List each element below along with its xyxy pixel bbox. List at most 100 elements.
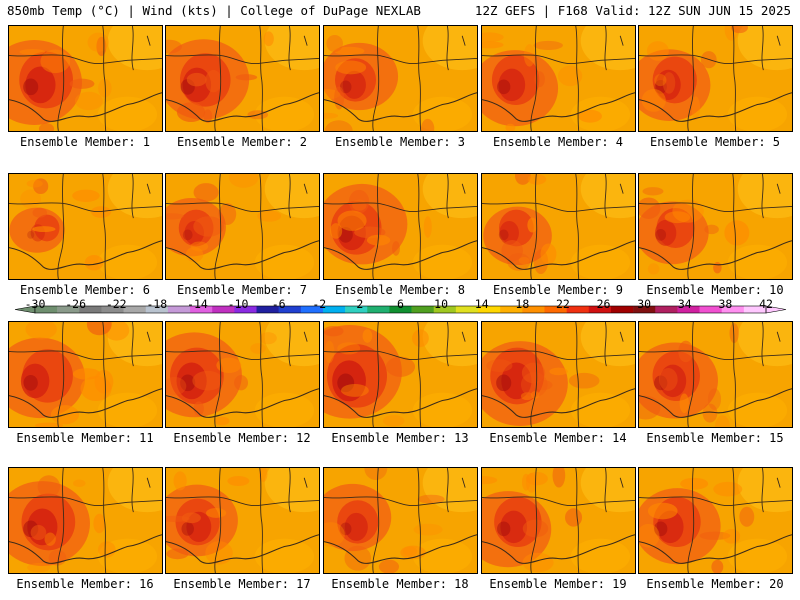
map-boundary [324,350,477,361]
map-boundary [9,92,162,122]
colorbar-swatch [345,306,368,313]
map-boundary [482,534,635,564]
ensemble-map-panel [323,25,478,132]
map-boundary [761,468,764,513]
map-boundary [131,26,134,71]
temperature-colorbar [14,305,787,314]
map-boundary [446,26,449,71]
colorbar-swatch [455,306,479,313]
ensemble-map-panel [165,25,320,132]
map-boundary [324,388,477,418]
ensemble-map-panel [323,467,478,574]
colorbar-swatch [167,306,191,313]
colorbar-tick-label: 18 [515,297,530,311]
member-label: Ensemble Member: 9 [492,283,624,297]
member-label: Ensemble Member: 7 [176,283,308,297]
map-boundary [288,26,291,71]
ensemble-map-panel [8,173,163,280]
map-boundary [619,183,624,194]
ensemble-map-panel [323,173,478,280]
map-boundary [9,240,162,270]
map-boundary [776,35,781,46]
map-boundary [9,350,162,361]
colorbar-swatch [478,306,501,313]
map-boundary [324,496,477,507]
colorbar-tick-label: 14 [474,297,489,311]
map-boundary [9,388,162,418]
map-boundary [303,35,308,46]
map-boundary [166,496,319,507]
map-boundary [639,388,792,418]
colorbar-swatch [101,306,124,313]
map-boundary [146,35,151,46]
ensemble-map-panel [481,467,636,574]
ensemble-map-panel [8,467,163,574]
colorbar-tick-label: -10 [227,297,249,311]
member-label: Ensemble Member: 14 [489,431,627,445]
map-boundary [288,468,291,513]
member-label: Ensemble Member: 8 [334,283,466,297]
ensemble-map-panel [165,173,320,280]
map-boundary [639,54,792,65]
colorbar-swatch [566,306,590,313]
member-label: Ensemble Member: 3 [334,135,466,149]
map-boundary [131,468,134,513]
map-boundary [324,54,477,65]
colorbar-swatch [433,306,457,313]
map-boundary [303,183,308,194]
map-boundary [619,35,624,46]
colorbar-tick-label: 10 [434,297,449,311]
run-valid-time: 12Z GEFS | F168 Valid: 12Z SUN JUN 15 20… [474,3,791,18]
map-boundary [461,331,466,342]
member-label: Ensemble Member: 5 [649,135,781,149]
colorbar-tick-label: 6 [397,297,404,311]
map-boundary [9,54,162,65]
map-boundary [131,322,134,367]
map-boundary [461,183,466,194]
colorbar-tick-label: 2 [356,297,364,311]
map-boundary [461,477,466,488]
map-boundary [146,331,151,342]
colorbar-swatch [278,306,302,313]
map-boundary [288,174,291,219]
map-boundary [461,35,466,46]
colorbar-swatch [743,306,767,313]
map-boundary [9,534,162,564]
colorbar-swatch [123,306,147,313]
map-boundary [482,240,635,270]
map-boundary [324,240,477,270]
colorbar-swatch [677,306,700,313]
ensemble-map-panel [165,467,320,574]
map-boundary [639,92,792,122]
colorbar-swatch [699,306,722,313]
map-boundary [639,202,792,213]
ensemble-map-panel [638,321,793,428]
map-boundary [146,183,151,194]
member-label: Ensemble Member: 12 [173,431,311,445]
map-boundary [604,468,607,513]
colorbar-swatch [367,306,390,313]
colorbar-swatch [389,306,412,313]
ensemble-map-panel [165,321,320,428]
member-label: Ensemble Member: 13 [331,431,469,445]
colorbar-tick-label: -22 [105,297,127,311]
colorbar-tick-label: 42 [759,297,773,311]
map-boundary [324,534,477,564]
map-boundary [166,534,319,564]
map-boundary [166,202,319,213]
member-label: Ensemble Member: 17 [173,577,311,591]
ensemble-map-panel [481,321,636,428]
member-label: Ensemble Member: 15 [646,431,784,445]
chart-title: 850mb Temp (°C) | Wind (kts) | College o… [7,3,421,18]
map-boundary [619,331,624,342]
map-boundary [761,174,764,219]
map-boundary [303,331,308,342]
member-label: Ensemble Member: 11 [16,431,154,445]
map-boundary [303,477,308,488]
map-boundary [166,92,319,122]
map-boundary [639,496,792,507]
map-boundary [639,534,792,564]
colorbar-tick-label: -30 [24,297,46,311]
ensemble-map-panel [638,467,793,574]
member-label: Ensemble Member: 6 [19,283,151,297]
